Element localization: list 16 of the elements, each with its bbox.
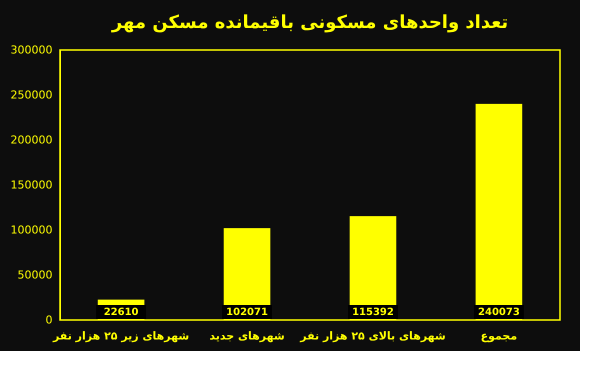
y-tick-label: 50000 (18, 268, 52, 282)
y-tick-label: 100000 (10, 224, 52, 236)
x-tick-label: شهرهای زیر ۲۵ هزار نفر (52, 330, 190, 342)
y-tick-label: 200000 (10, 134, 52, 146)
data-label: 240073 (478, 307, 520, 318)
data-label: 115392 (352, 307, 394, 318)
y-tick-label: 0 (46, 314, 52, 326)
x-tick-label: شهرهای بالای ۲۵ هزار نفر (299, 330, 446, 342)
y-tick-label: 150000 (10, 178, 52, 192)
chart-title: تعداد واحدهای مسکونی باقیمانده مسکن مهر (110, 12, 508, 33)
x-tick-label: شهرهای جدید (209, 330, 285, 342)
x-tick-label: مجموع (480, 330, 518, 342)
y-tick-label: 300000 (10, 44, 52, 56)
data-label: 102071 (226, 307, 268, 318)
y-tick-label: 250000 (10, 88, 52, 102)
data-label: 22610 (104, 307, 139, 318)
